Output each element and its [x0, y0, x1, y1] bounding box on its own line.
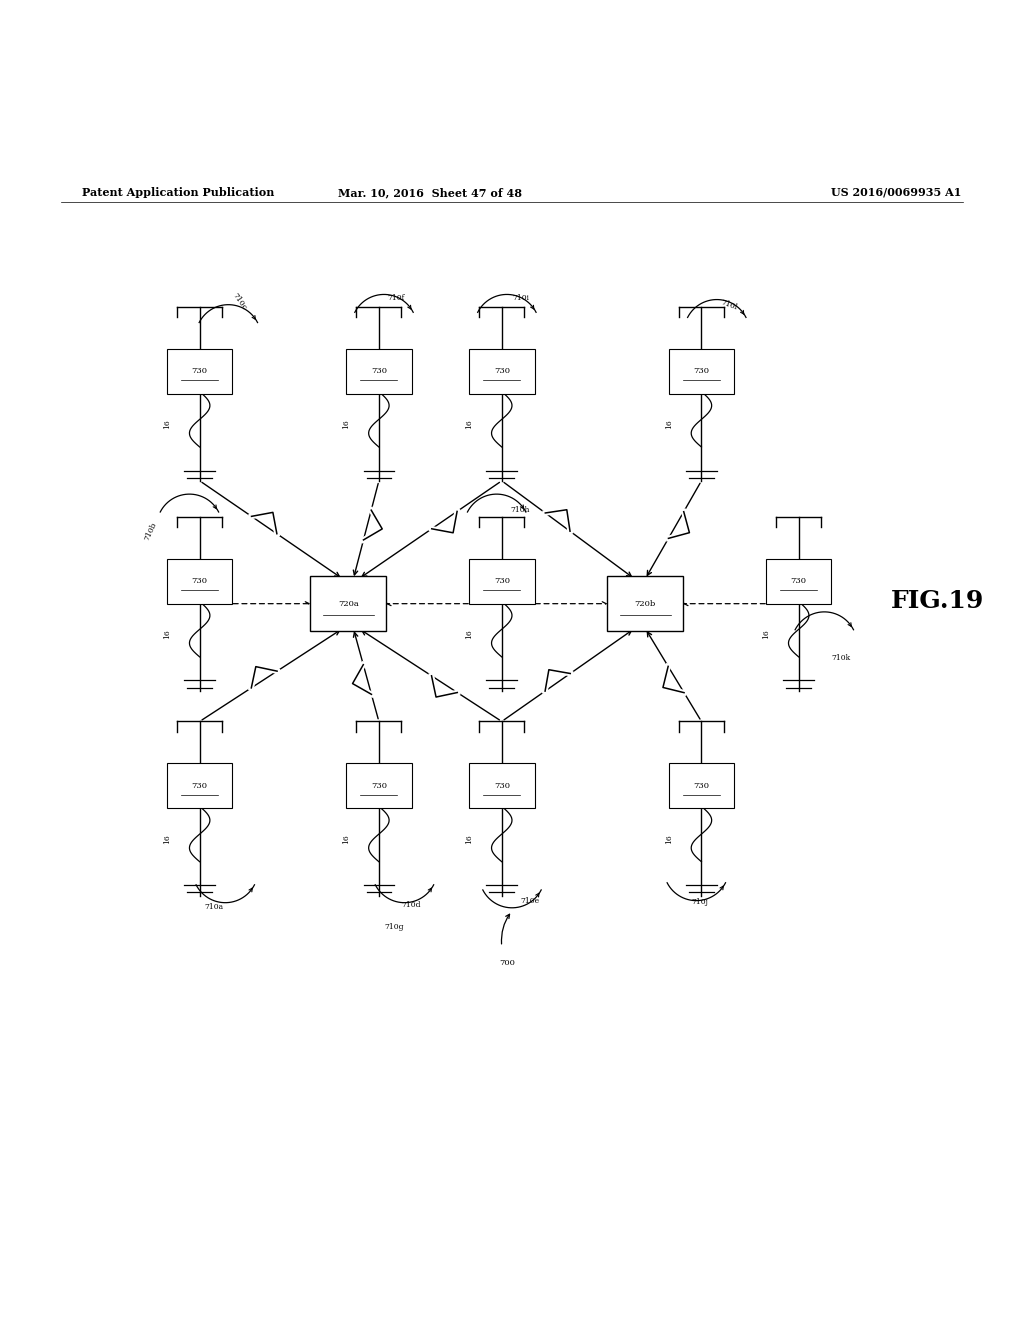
FancyBboxPatch shape: [167, 348, 232, 393]
Text: FIG.19: FIG.19: [891, 589, 984, 612]
Text: 710g: 710g: [384, 923, 403, 932]
Text: 720b: 720b: [635, 599, 655, 607]
Text: 710j: 710j: [691, 898, 708, 906]
Text: 16: 16: [163, 630, 171, 639]
Text: 16: 16: [465, 834, 473, 843]
Text: 16: 16: [465, 630, 473, 639]
FancyBboxPatch shape: [469, 558, 535, 603]
Text: 730: 730: [494, 367, 510, 375]
Text: 16: 16: [163, 420, 171, 429]
Text: 16: 16: [665, 834, 673, 843]
Text: 710k: 710k: [831, 653, 851, 663]
Text: 16: 16: [342, 834, 350, 843]
Text: Patent Application Publication: Patent Application Publication: [82, 187, 274, 198]
FancyBboxPatch shape: [167, 558, 232, 603]
Text: 730: 730: [693, 781, 710, 789]
Text: Mar. 10, 2016  Sheet 47 of 48: Mar. 10, 2016 Sheet 47 of 48: [338, 187, 522, 198]
Text: 730: 730: [191, 781, 208, 789]
FancyBboxPatch shape: [469, 763, 535, 808]
Text: 720a: 720a: [338, 599, 358, 607]
Text: 710f: 710f: [387, 293, 404, 301]
FancyBboxPatch shape: [669, 348, 734, 393]
FancyBboxPatch shape: [607, 576, 683, 631]
FancyBboxPatch shape: [346, 763, 412, 808]
Text: 16: 16: [762, 630, 770, 639]
Text: 730: 730: [791, 577, 807, 585]
Text: 710d: 710d: [401, 900, 421, 908]
Text: 730: 730: [191, 577, 208, 585]
FancyBboxPatch shape: [167, 763, 232, 808]
Text: 710l: 710l: [720, 298, 738, 312]
Text: 730: 730: [693, 367, 710, 375]
Text: 710c: 710c: [230, 292, 248, 312]
FancyBboxPatch shape: [346, 348, 412, 393]
Text: 710e: 710e: [520, 896, 540, 904]
Text: US 2016/0069935 A1: US 2016/0069935 A1: [830, 187, 962, 198]
Text: 710i: 710i: [512, 293, 529, 301]
Text: 16: 16: [465, 420, 473, 429]
Text: 16: 16: [665, 420, 673, 429]
Text: 16: 16: [163, 834, 171, 843]
Text: 730: 730: [494, 781, 510, 789]
Text: 730: 730: [494, 577, 510, 585]
Text: 730: 730: [371, 367, 387, 375]
FancyBboxPatch shape: [310, 576, 386, 631]
Text: 730: 730: [371, 781, 387, 789]
Text: 710a: 710a: [205, 903, 224, 911]
FancyBboxPatch shape: [669, 763, 734, 808]
Text: 710b: 710b: [143, 521, 159, 543]
Text: 710h: 710h: [510, 506, 529, 513]
FancyBboxPatch shape: [766, 558, 831, 603]
Text: 16: 16: [342, 420, 350, 429]
FancyBboxPatch shape: [469, 348, 535, 393]
Text: 700: 700: [499, 960, 515, 968]
Text: 730: 730: [191, 367, 208, 375]
